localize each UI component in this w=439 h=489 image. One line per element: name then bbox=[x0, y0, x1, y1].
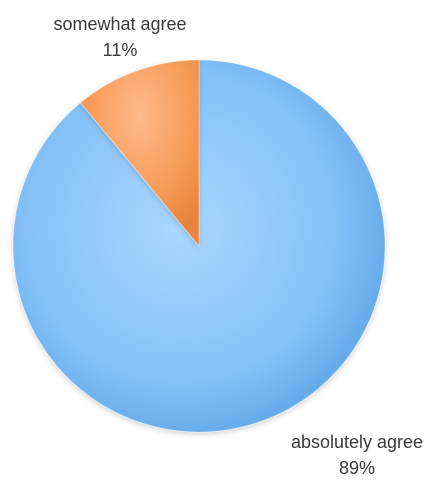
slice-label-somewhat-agree-category: somewhat agree bbox=[53, 14, 186, 34]
slice-label-absolutely-agree-category: absolutely agree bbox=[291, 432, 423, 452]
pie-labels: absolutely agree 89% somewhat agree 11% bbox=[53, 14, 423, 478]
pie-slice-somewhat-agree bbox=[79, 59, 200, 248]
slice-label-absolutely-agree-value: 89% bbox=[339, 458, 375, 478]
pie-slices bbox=[12, 59, 386, 433]
slice-label-somewhat-agree-value: 11% bbox=[103, 40, 138, 60]
